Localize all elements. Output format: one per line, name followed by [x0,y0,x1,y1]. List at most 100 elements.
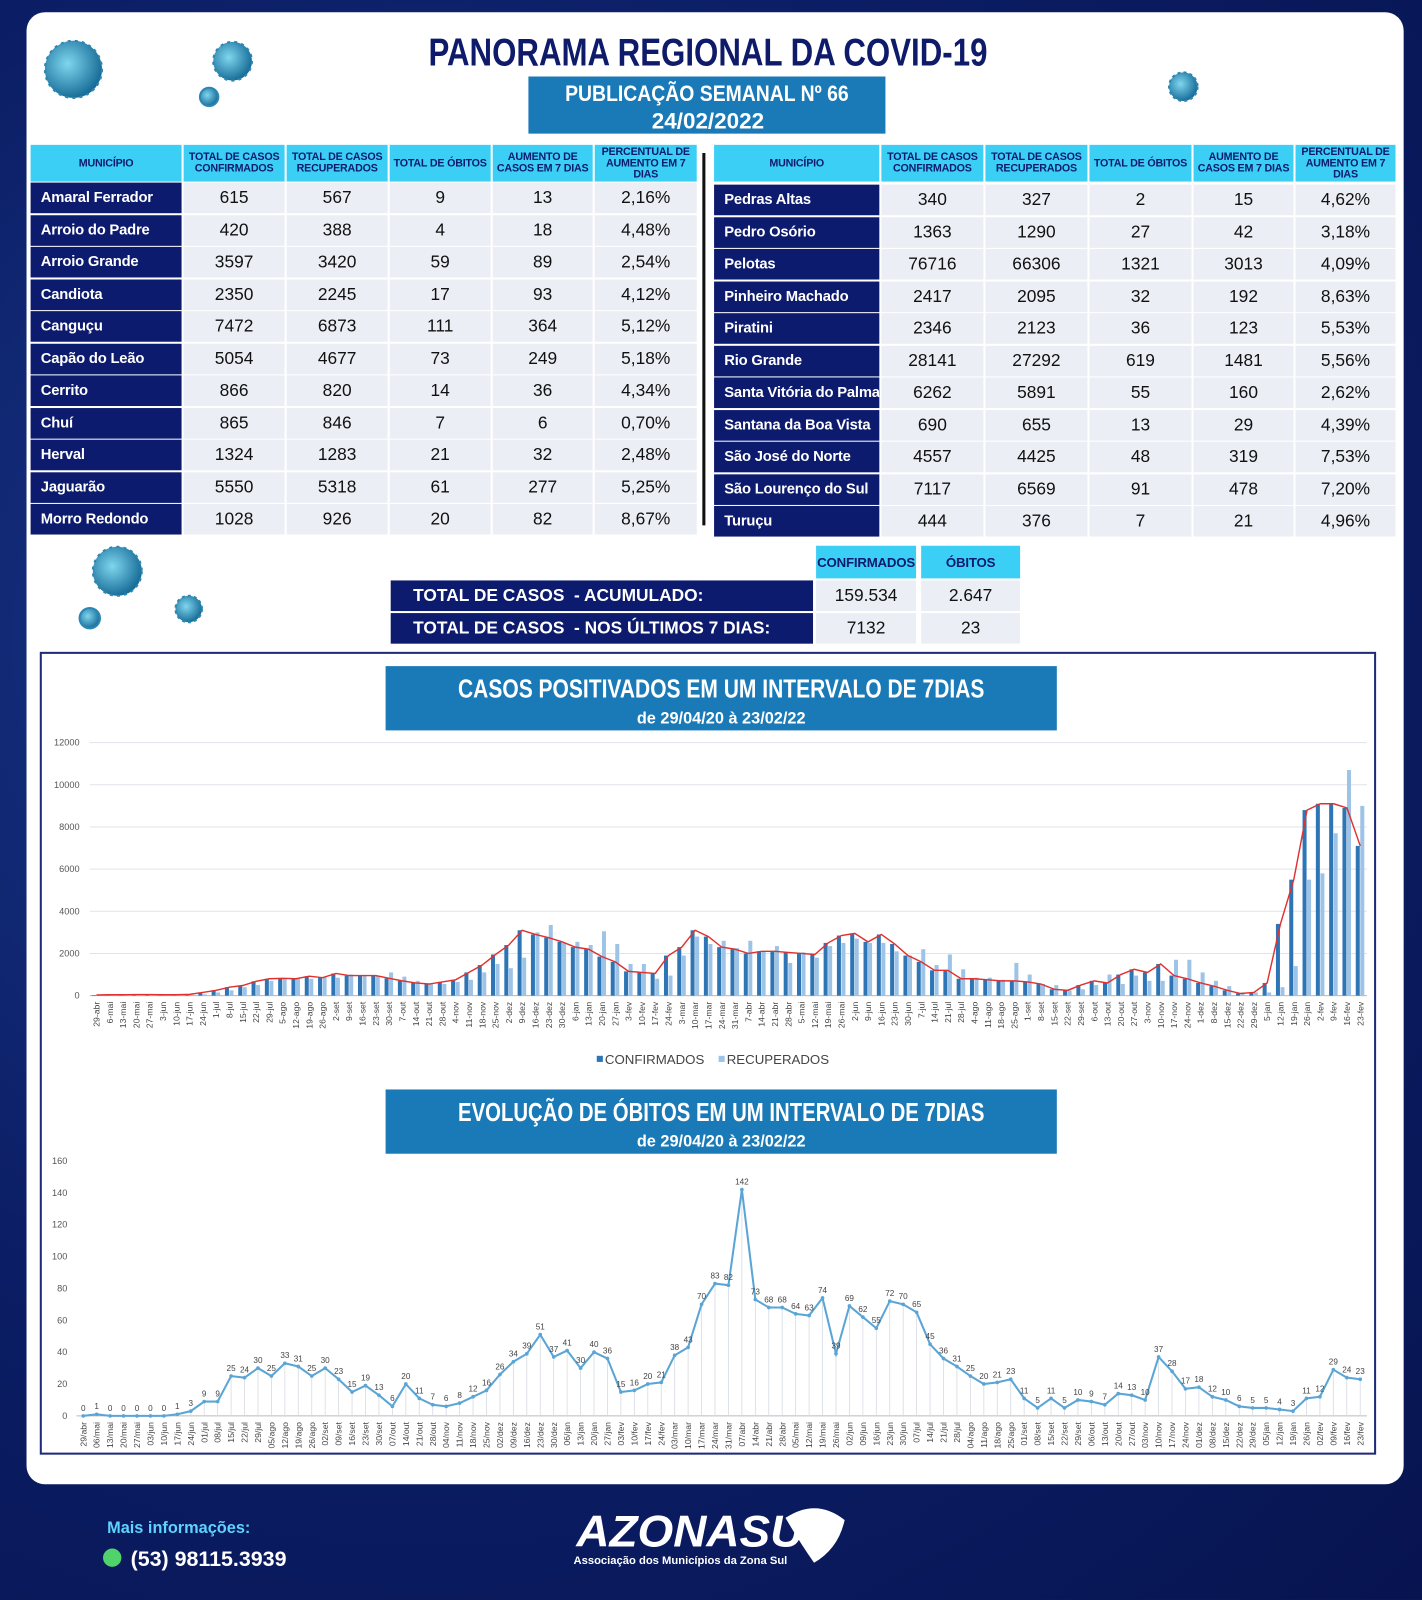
bar [256,985,261,996]
bar [956,978,961,996]
x-tick-label: 3-jun [158,1002,168,1021]
marker [740,1187,744,1192]
marker [162,1414,166,1418]
bar [229,990,234,996]
x-tick-label: 17-nov [1169,1001,1179,1028]
x-tick-label: 20-jan [597,1002,607,1026]
bar [1063,990,1068,996]
x-tick-label: 27-mai [145,1002,155,1029]
table-cell: 13 [1089,409,1192,441]
x-tick-label: 1-set [1023,1001,1033,1021]
x-tick-label: 15-jul [238,1002,248,1023]
x-tick-label: 26/ago [307,1422,317,1449]
table-cell: 61 [389,471,491,503]
table-cell: 4425 [985,441,1088,473]
x-tick-label: 11-nov [464,1001,474,1027]
data-label: 11 [1020,1386,1029,1395]
bar [969,978,974,996]
x-tick-label: 10-fev [637,1001,647,1026]
table-cell: 3420 [286,246,388,278]
table-cell: 21 [1193,505,1294,537]
x-tick-label: 03/mar [670,1422,680,1449]
bar [947,954,952,996]
marker [632,1388,637,1393]
data-label: 74 [818,1286,828,1295]
x-tick-label: 07/out [387,1421,397,1446]
x-tick-label: 15/set [1046,1421,1056,1445]
bar [1049,989,1054,996]
municipality: Piratini [714,313,880,344]
table-cell: 6569 [985,473,1088,505]
marker [215,1399,220,1404]
data-label: 33 [280,1351,290,1360]
table-cell: 4,09% [1295,248,1396,280]
data-label: 82 [724,1273,734,1282]
column-header: TOTAL DE CASOS CONFIRMADOS [881,144,984,182]
data-label: 62 [858,1305,868,1314]
data-label: 45 [926,1332,936,1341]
data-label: 7 [430,1393,435,1402]
bar [238,985,243,996]
x-tick-label: 20/out [1113,1421,1123,1446]
x-tick-label: 09/fev [1328,1421,1338,1445]
x-tick-label: 22/set [1060,1421,1070,1445]
x-tick-label: 9-set [344,1001,354,1021]
bar [996,980,1001,996]
x-tick-label: 12-jan [1276,1002,1286,1026]
x-tick-label: 23/dez [535,1422,545,1448]
x-tick-label: 8-set [1036,1001,1046,1021]
x-tick-label: 23/set [361,1421,371,1445]
x-tick-label: 30/set [374,1421,384,1445]
x-tick-label: 24-jun [198,1002,208,1026]
x-tick-label: 03/fev [616,1421,626,1445]
data-label: 70 [899,1292,909,1301]
marker [928,1342,932,1347]
x-tick-label: 02/fev [1315,1421,1325,1445]
x-tick-label: 19/ago [293,1422,303,1449]
totals-header: ÓBITOS [921,545,1021,579]
whatsapp-icon [103,1548,122,1567]
municipality: São Lourenço do Sul [714,473,880,505]
bar [1134,975,1139,996]
table-cell: 249 [492,343,593,374]
municipality: Morro Redondo [30,503,182,535]
bar [801,952,806,996]
x-tick-label: 12/jan [1275,1422,1285,1446]
bar [961,969,966,996]
x-tick-label: 10/fev [629,1421,639,1445]
bar [508,968,513,996]
x-tick-label: 2-fev [1315,1001,1325,1021]
virus-icon [198,86,220,108]
column-header: TOTAL DE ÓBITOS [1089,144,1192,182]
bar [628,963,633,996]
data-label: 37 [1154,1345,1164,1354]
marker [551,1355,556,1359]
marker [592,1350,596,1354]
table-cell: 55 [1089,377,1192,409]
x-tick-label: 26/mai [831,1422,841,1448]
bar [530,934,535,996]
table-cell: 420 [183,214,285,246]
bar [836,935,841,996]
table-cell: 3597 [183,246,285,278]
marker [1250,1406,1255,1410]
bar [451,979,456,996]
data-label: 0 [162,1404,167,1413]
y-tick-label: 20 [57,1379,67,1389]
marker [1197,1385,1201,1390]
data-label: 21 [657,1370,667,1379]
bar [921,949,926,996]
data-label: 0 [135,1404,140,1413]
table-cell: 7117 [881,473,984,505]
table-cell: 277 [492,471,593,503]
x-tick-label: 30-jun [903,1002,913,1026]
table-cell: 8,67% [594,503,697,535]
bar [189,994,194,996]
bar [1080,989,1085,996]
table-cell: 866 [183,375,285,406]
table-cell: 619 [1089,345,1192,376]
table-cell: 29 [1193,409,1294,441]
bar [411,982,416,996]
bar [903,955,908,996]
bar [1333,833,1338,996]
